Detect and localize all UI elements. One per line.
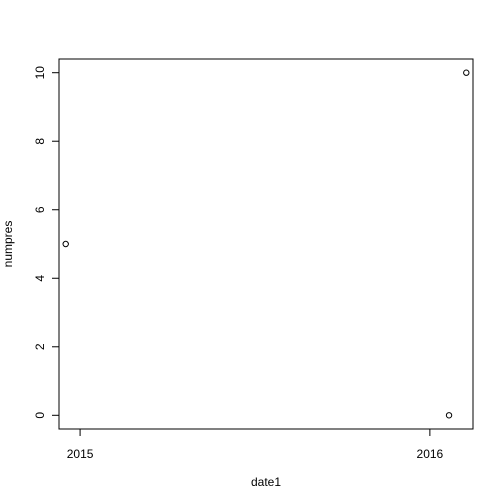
y-axis: 0 2 4 6 8 10 <box>33 66 60 419</box>
x-axis: 2015 2016 <box>67 428 444 461</box>
data-point-2 <box>445 412 453 419</box>
y-tick-label-4: 4 <box>33 275 47 282</box>
plot-box <box>58 58 474 430</box>
x-tick-label-2016: 2016 <box>417 447 444 461</box>
y-tick-label-0: 0 <box>33 412 47 419</box>
y-tick-label-2: 2 <box>33 343 47 350</box>
data-points <box>62 69 470 419</box>
data-point-3 <box>463 69 470 76</box>
y-axis-label: numpres <box>1 221 15 268</box>
data-point-1 <box>62 240 69 248</box>
y-tick-label-8: 8 <box>33 138 47 145</box>
y-tick-label-6: 6 <box>33 206 47 213</box>
x-axis-label: date1 <box>251 475 281 489</box>
x-tick-label-2015: 2015 <box>67 447 94 461</box>
x-ticks: 2015 2016 <box>67 429 444 461</box>
y-tick-label-10: 10 <box>33 66 47 80</box>
y-ticks: 0 2 4 6 8 10 <box>33 66 59 419</box>
